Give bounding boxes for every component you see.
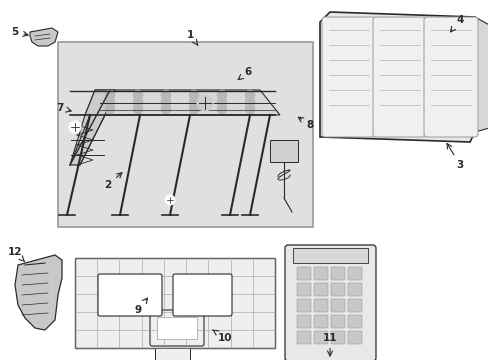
Text: 10: 10 — [212, 330, 232, 343]
Text: 7: 7 — [56, 103, 71, 113]
Circle shape — [244, 97, 254, 107]
Circle shape — [164, 195, 175, 205]
Text: 12: 12 — [8, 247, 25, 262]
Circle shape — [133, 97, 142, 107]
Text: 3: 3 — [446, 143, 463, 170]
FancyBboxPatch shape — [330, 299, 345, 312]
Polygon shape — [70, 90, 115, 165]
FancyBboxPatch shape — [347, 331, 361, 344]
Circle shape — [244, 104, 254, 114]
Circle shape — [217, 90, 226, 100]
FancyBboxPatch shape — [155, 348, 190, 360]
FancyBboxPatch shape — [347, 315, 361, 328]
Circle shape — [217, 97, 226, 107]
FancyBboxPatch shape — [313, 267, 327, 280]
FancyBboxPatch shape — [98, 274, 162, 316]
Circle shape — [189, 90, 199, 100]
Text: 8: 8 — [298, 117, 313, 130]
Polygon shape — [15, 255, 62, 330]
Circle shape — [197, 95, 213, 111]
Text: 6: 6 — [238, 67, 251, 80]
Circle shape — [161, 97, 171, 107]
Circle shape — [133, 104, 142, 114]
Text: 9: 9 — [134, 298, 147, 315]
FancyBboxPatch shape — [173, 274, 231, 316]
FancyBboxPatch shape — [150, 310, 203, 346]
FancyBboxPatch shape — [285, 245, 375, 360]
FancyBboxPatch shape — [372, 17, 426, 137]
Circle shape — [69, 121, 81, 133]
Circle shape — [105, 104, 115, 114]
Polygon shape — [474, 17, 488, 132]
FancyBboxPatch shape — [321, 17, 375, 137]
Circle shape — [161, 90, 171, 100]
Polygon shape — [319, 12, 474, 142]
FancyBboxPatch shape — [58, 42, 312, 227]
FancyBboxPatch shape — [347, 299, 361, 312]
FancyBboxPatch shape — [157, 317, 197, 339]
FancyBboxPatch shape — [330, 331, 345, 344]
Circle shape — [133, 90, 142, 100]
FancyBboxPatch shape — [296, 331, 310, 344]
FancyBboxPatch shape — [423, 17, 477, 137]
FancyBboxPatch shape — [347, 267, 361, 280]
Text: 4: 4 — [449, 15, 463, 32]
Polygon shape — [30, 28, 58, 46]
Text: 2: 2 — [104, 173, 122, 190]
Text: 5: 5 — [11, 27, 28, 37]
Circle shape — [105, 97, 115, 107]
Polygon shape — [85, 90, 280, 115]
FancyBboxPatch shape — [75, 258, 274, 348]
Circle shape — [105, 90, 115, 100]
FancyBboxPatch shape — [330, 267, 345, 280]
Circle shape — [189, 104, 199, 114]
Text: 1: 1 — [186, 30, 198, 45]
Text: 11: 11 — [322, 333, 337, 356]
FancyBboxPatch shape — [296, 267, 310, 280]
FancyBboxPatch shape — [313, 283, 327, 296]
FancyBboxPatch shape — [313, 331, 327, 344]
FancyBboxPatch shape — [296, 299, 310, 312]
Circle shape — [217, 104, 226, 114]
FancyBboxPatch shape — [347, 283, 361, 296]
FancyBboxPatch shape — [269, 140, 297, 162]
Circle shape — [189, 97, 199, 107]
FancyBboxPatch shape — [313, 315, 327, 328]
FancyBboxPatch shape — [313, 299, 327, 312]
FancyBboxPatch shape — [330, 283, 345, 296]
FancyBboxPatch shape — [330, 315, 345, 328]
Circle shape — [161, 104, 171, 114]
FancyBboxPatch shape — [292, 248, 367, 263]
FancyBboxPatch shape — [296, 283, 310, 296]
FancyBboxPatch shape — [296, 315, 310, 328]
Circle shape — [244, 90, 254, 100]
